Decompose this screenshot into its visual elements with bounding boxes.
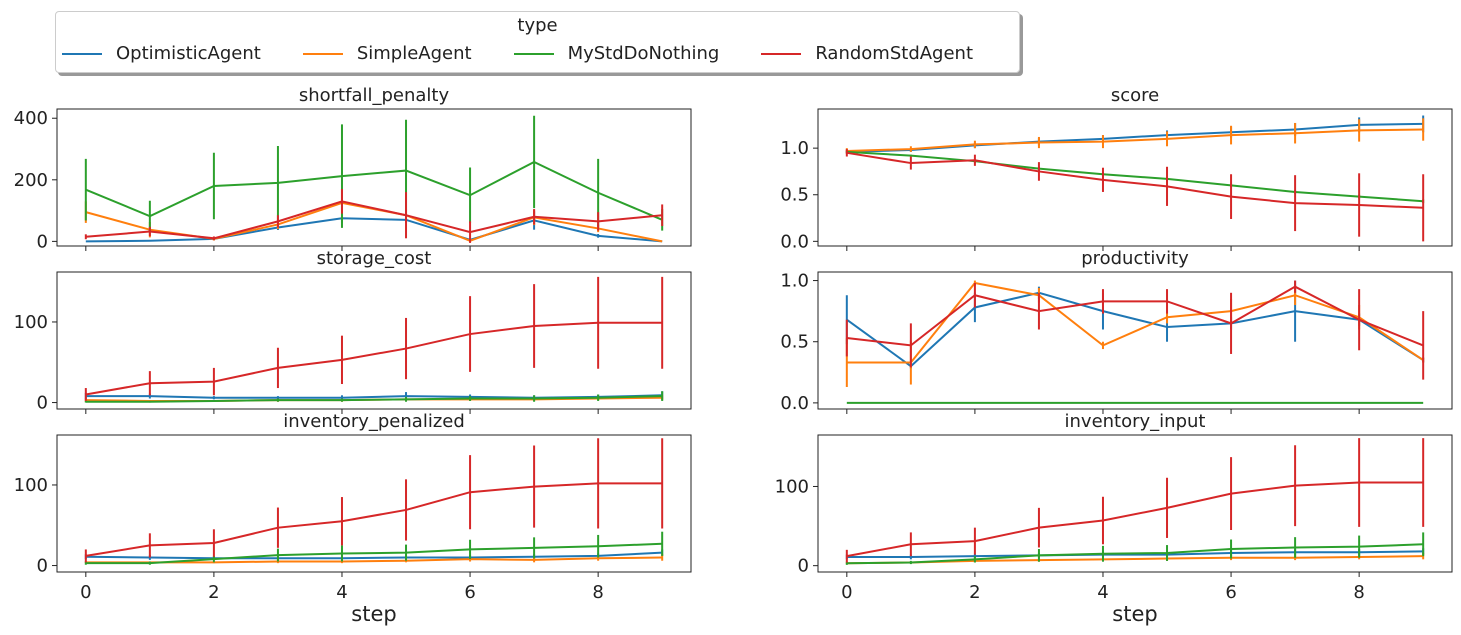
series-line [846,281,1424,364]
subplot-title: inventory_penalized [283,411,465,432]
series-mystddonothing [845,532,1425,565]
subplot-productivity: productivity 0.0 0.5 1.0 [780,248,1453,414]
series-line [846,291,1424,368]
y-tick-label: 400 [14,108,48,129]
axes-frame [56,434,692,573]
x-tick-label: 0 [841,582,852,603]
series-line [85,542,663,565]
series-line [85,395,663,403]
axes-frame [817,108,1453,247]
legend-items: OptimisticAgent SimpleAgent MyStdDoNothi… [62,43,1019,64]
subplot-score: score 0.0 0.5 1.0 [780,85,1453,252]
subplot-inventory-input: inventory_input 0 2 4 6 8 step 0 100 [775,411,1453,626]
x-tick-label: 4 [336,582,347,603]
x-tick-label: 4 [1097,582,1108,603]
series-line [85,217,663,243]
x-tick-label: 0 [80,582,91,603]
series-line [846,543,1424,565]
series-line [85,321,663,396]
series-mystddonothing [84,531,664,565]
subplot-inventory-penalized: inventory_penalized 0 2 4 6 8 step 0 100 [14,411,692,626]
series-mystddonothing [845,150,1425,204]
y-tick-label: 0 [37,231,48,252]
subplot-title: shortfall_penalty [299,85,450,106]
y-tick-label: 0.0 [780,231,809,252]
y-tick-label: 1.0 [780,271,809,292]
subplot-title: inventory_input [1065,411,1206,432]
series-line [846,150,1424,203]
series-randomstdagent [845,280,1425,380]
series-line [85,482,663,557]
legend-label: MyStdDoNothing [567,43,720,64]
axes-frame [817,271,1453,410]
series-line [846,481,1424,558]
x-axis-label: step [1112,602,1157,626]
x-tick-label: 2 [969,582,980,603]
x-tick-label: 2 [208,582,219,603]
legend-item-optimistic-agent: OptimisticAgent [62,43,261,64]
subplot-title: storage_cost [317,248,432,269]
legend-label: SimpleAgent [356,43,472,64]
legend-swatch [761,52,802,55]
series-optimisticagent [845,280,1425,369]
y-tick-label: 0.0 [780,393,809,414]
series-line [85,556,663,564]
series-randomstdagent [84,438,664,563]
legend-label: OptimisticAgent [116,43,261,64]
y-tick-label: 0.5 [780,185,809,206]
axes-frame [817,434,1453,573]
legend-item-random-std-agent: RandomStdAgent [761,43,973,64]
subplot-title: productivity [1081,248,1189,269]
y-tick-label: 200 [14,170,48,191]
subplot-storage-cost: storage_cost 0 100 [14,248,692,414]
y-tick-label: 0 [798,556,809,577]
series-line [85,200,663,240]
series-line [846,128,1424,152]
legend-swatch [62,52,102,55]
y-tick-label: 0 [37,393,48,414]
series-simpleagent [845,280,1425,387]
axes-frame [56,271,692,410]
legend-title: type [517,15,558,36]
x-tick-label: 6 [464,582,475,603]
legend: type OptimisticAgent SimpleAgent MyStdDo… [55,11,1020,73]
series-line [846,151,1424,209]
legend-item-my-std-do-nothing: MyStdDoNothing [513,43,720,64]
axes-frame [56,108,692,247]
series-mystddonothing [84,391,664,403]
legend-label: RandomStdAgent [815,43,974,64]
y-tick-label: 100 [14,475,48,496]
legend-swatch [513,52,554,55]
series-mystddonothing [84,115,664,232]
series-simpleagent [845,118,1425,154]
series-randomstdagent [845,438,1425,563]
y-tick-label: 100 [14,312,48,333]
y-tick-label: 100 [775,476,809,497]
series-line [846,550,1424,558]
legend-item-simple-agent: SimpleAgent [302,43,472,64]
subplot-shortfall-penalty: shortfall_penalty 0 200 400 [14,85,692,252]
series-line [85,160,663,221]
series-optimisticagent [85,211,663,243]
series-line [85,551,663,560]
x-axis-label: step [351,602,396,626]
subplot-title: score [1111,85,1159,106]
x-tick-label: 8 [1353,582,1364,603]
x-tick-label: 8 [592,582,603,603]
x-tick-label: 6 [1225,582,1236,603]
legend-swatch [302,52,343,55]
series-randomstdagent [84,276,664,401]
series-randomstdagent [845,149,1425,242]
y-tick-label: 1.0 [780,138,809,159]
y-tick-label: 0.5 [780,332,809,353]
series-line [846,285,1424,347]
y-tick-label: 0 [37,556,48,577]
series-randomstdagent [84,189,664,243]
